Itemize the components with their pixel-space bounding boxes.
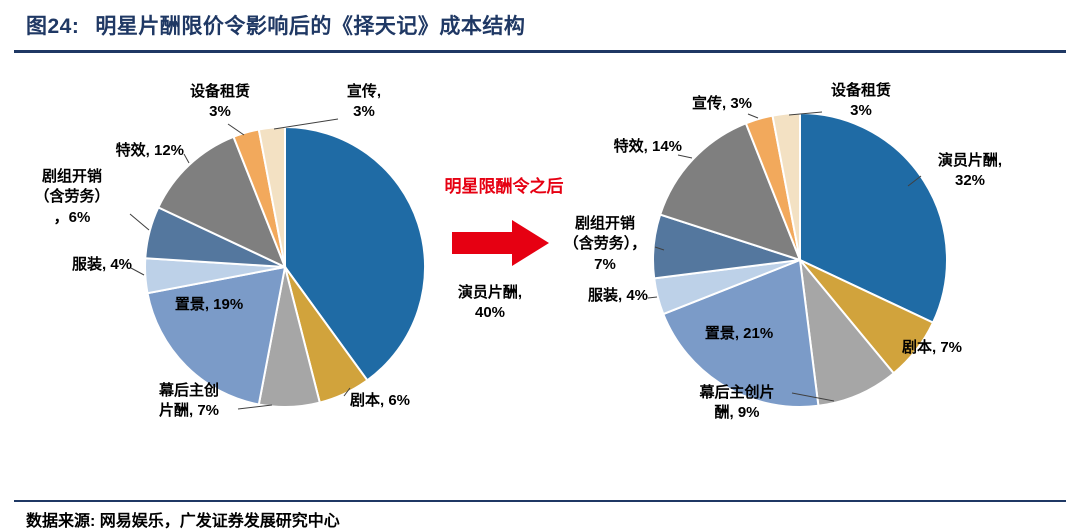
pie-chart-after [652, 111, 948, 408]
pie-chart-before [144, 125, 426, 408]
label-before-script: 剧本, 6% [349, 392, 410, 409]
label-after-crew-expenses: 剧组开销 （含劳务）， 7% [563, 215, 647, 273]
leader-line [788, 111, 823, 116]
label-before-actor-pay: 演员片酬, 40% [457, 284, 523, 322]
leader-line [907, 175, 922, 187]
pie-slice [798, 256, 896, 407]
leader-line [791, 392, 835, 402]
footer-divider [14, 500, 1066, 502]
leader-line [747, 113, 759, 119]
limit-order-note: 明星限酬令之后 [444, 177, 564, 196]
label-after-costume: 服装, 4% [587, 287, 648, 304]
pie-slice [799, 111, 948, 324]
data-source: 数据来源: 网易娱乐，广发证券发展研究中心 [26, 513, 340, 530]
label-after-set: 置景, 21% [704, 325, 774, 342]
label-before-crew-expenses: 剧组开销 （含劳务） ，6% [34, 168, 110, 226]
leader-line [677, 154, 693, 159]
label-after-script: 剧本, 7% [902, 339, 963, 356]
label-after-creator-pay: 幕后主创片 酬, 9% [699, 384, 775, 422]
leader-line [227, 123, 245, 136]
label-before-set: 置景, 19% [174, 296, 244, 313]
label-before-costume: 服装, 4% [71, 256, 132, 273]
leader-lines [129, 111, 922, 410]
figure-title-text: 明星片酬限价令影响后的《择天记》成本结构 [95, 15, 526, 38]
title-divider [14, 50, 1066, 53]
figure-title: 图24: 明星片酬限价令影响后的《择天记》成本结构 [26, 10, 1060, 40]
leader-line [183, 153, 190, 164]
figure-number: 图24: [26, 15, 80, 38]
label-after-actor-pay: 演员片酬, 32% [937, 152, 1003, 190]
transition-arrow [452, 220, 549, 266]
leader-line [654, 246, 665, 251]
pie-slice [658, 122, 802, 262]
leader-line [273, 118, 339, 130]
pies-canvas [129, 111, 948, 410]
label-after-equipment-rental: 设备租赁 3% [830, 82, 891, 120]
pie-slice [284, 125, 426, 382]
pie-slice [662, 258, 820, 408]
label-before-equipment-rental: 设备租赁 3% [189, 83, 250, 121]
pie-slice [156, 135, 287, 269]
leader-line [647, 296, 658, 299]
leader-line [130, 267, 145, 276]
leader-line [343, 387, 351, 397]
leader-line [237, 404, 273, 410]
chart-area: 设备租赁 3% 宣传, 3% 特效, 12% 剧组开销 （含劳务） ，6% 服装… [0, 62, 1080, 500]
label-after-promotion: 宣传, 3% [691, 95, 752, 112]
leader-line [129, 213, 150, 231]
pie-slice [771, 111, 801, 261]
label-before-creator-pay: 幕后主创 片酬, 7% [158, 382, 219, 420]
pie-slice [146, 265, 287, 406]
label-after-vfx: 特效, 14% [613, 138, 682, 155]
label-before-vfx: 特效, 12% [115, 142, 184, 159]
label-before-promotion: 宣传, 3% [346, 83, 382, 121]
